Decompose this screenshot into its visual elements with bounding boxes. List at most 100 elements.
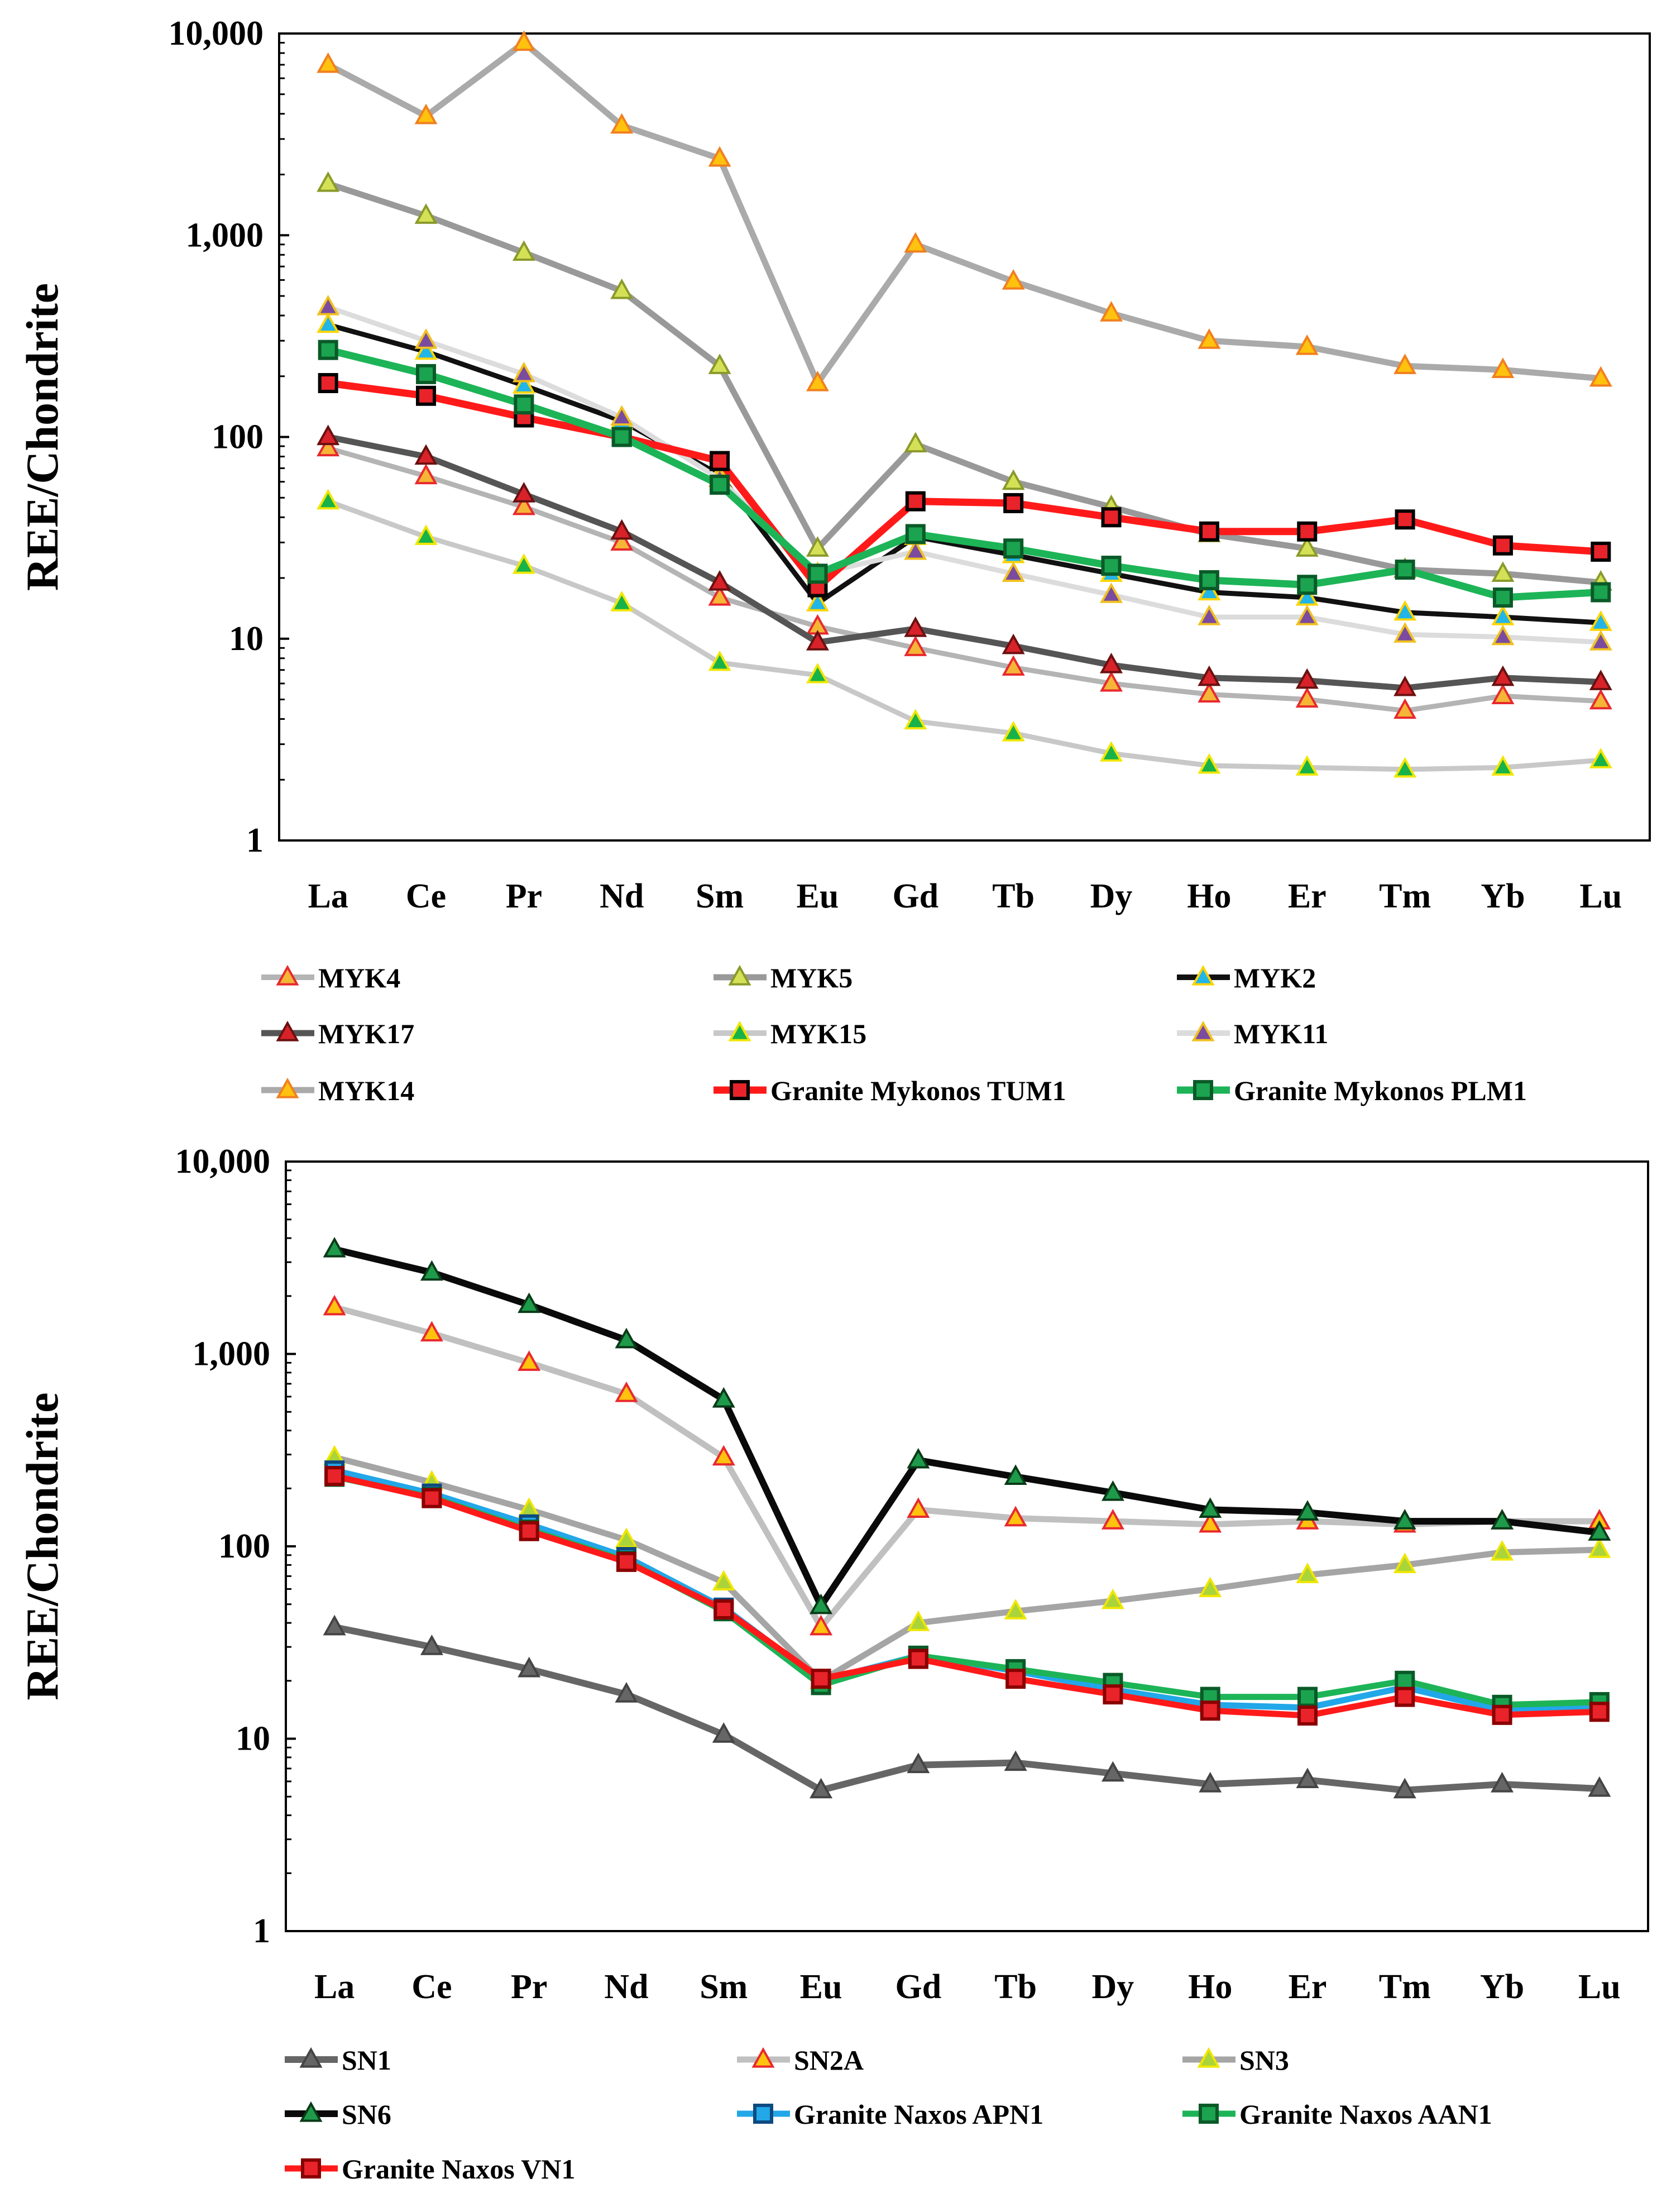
mykonos-point-myk17-gd	[904, 616, 927, 637]
mykonos-series-myk17	[317, 424, 1612, 696]
mykonos-plot-area	[278, 32, 1651, 842]
mykonos-point-myk5-nd	[610, 278, 634, 299]
mykonos-point-myk4-nd	[610, 530, 634, 551]
mykonos-legend-label: MYK17	[318, 1018, 414, 1049]
mykonos-point-myk2-pr	[512, 373, 535, 394]
mykonos-point-myk2-lu	[1589, 610, 1612, 631]
mykonos-point-myk5-la	[317, 171, 340, 192]
naxos-point-granite-naxos-aan1-tm	[1395, 1670, 1415, 1691]
mykonos-legend-label: MYK2	[1234, 962, 1316, 993]
mykonos-y-tick-label: 1,000	[186, 216, 264, 254]
mykonos-point-myk14-gd	[904, 232, 927, 253]
mykonos-legend-entry-myk17: MYK17	[261, 1018, 414, 1049]
mykonos-point-granite-mykonos-plm1-lu	[1591, 582, 1611, 603]
mykonos-x-tick-label-er: Er	[1288, 877, 1326, 915]
naxos-point-sn3-tb	[1004, 1599, 1027, 1619]
mykonos-legend-entry-myk11: MYK11	[1177, 1018, 1328, 1049]
naxos-point-sn1-eu	[810, 1778, 833, 1799]
naxos-legend-swatch-marker	[299, 2101, 323, 2122]
naxos-chart-panel: 10,000 1,000 100 10 1 REE/Chondrite La Ce Pr Nd Sm…	[17, 1143, 1649, 2185]
naxos-point-sn3-yb	[1491, 1540, 1514, 1561]
mykonos-y-axis-title: REE/Chondrite	[17, 283, 68, 591]
naxos-y-tick-label: 1,000	[193, 1335, 271, 1373]
naxos-series-sn3	[323, 1445, 1611, 1689]
mykonos-point-granite-mykonos-plm1-gd	[905, 524, 926, 544]
mykonos-point-myk2-eu	[806, 591, 829, 611]
mykonos-legend-swatch-marker	[276, 964, 299, 986]
mykonos-point-myk14-ce	[414, 103, 438, 125]
mykonos-point-myk15-ce	[414, 524, 438, 545]
naxos-point-sn6-dy	[1101, 1480, 1124, 1501]
naxos-legend-label: Granite Naxos APN1	[794, 2099, 1043, 2130]
mykonos-point-myk5-ce	[414, 203, 438, 224]
naxos-point-granite-naxos-vn1-tm	[1395, 1687, 1415, 1707]
mykonos-point-myk14-pr	[512, 30, 535, 51]
mykonos-point-myk11-tb	[1002, 561, 1025, 582]
mykonos-x-tick-label-eu: Eu	[797, 877, 839, 915]
mykonos-point-myk15-tb	[1002, 720, 1025, 742]
naxos-point-sn2a-ho	[1199, 1512, 1222, 1533]
mykonos-point-myk14-nd	[610, 113, 634, 134]
naxos-legend-entry-sn2a: SN2A	[737, 2044, 864, 2076]
mykonos-point-myk11-gd	[904, 539, 927, 560]
naxos-point-sn3-gd	[907, 1610, 930, 1631]
mykonos-point-granite-mykonos-plm1-tb	[1003, 538, 1024, 559]
naxos-point-sn2a-dy	[1101, 1509, 1124, 1530]
mykonos-x-tick-label-ho: Ho	[1187, 877, 1231, 915]
naxos-point-sn3-er	[1296, 1563, 1319, 1583]
mykonos-point-myk4-tb	[1002, 655, 1025, 676]
mykonos-legend-label: MYK5	[770, 962, 853, 993]
naxos-point-sn2a-gd	[907, 1497, 930, 1518]
naxos-point-sn2a-la	[323, 1294, 346, 1316]
naxos-x-tick-label-ce: Ce	[411, 1968, 452, 2006]
mykonos-point-myk17-tb	[1002, 633, 1025, 654]
naxos-point-sn2a-sm	[712, 1445, 735, 1466]
mykonos-point-myk5-yb	[1491, 561, 1515, 582]
mykonos-point-granite-mykonos-tum1-er	[1297, 521, 1318, 542]
naxos-point-sn6-tb	[1004, 1464, 1027, 1485]
naxos-point-granite-naxos-vn1-dy	[1103, 1684, 1123, 1705]
naxos-point-sn6-ce	[420, 1260, 443, 1281]
mykonos-point-myk11-la	[317, 294, 340, 316]
mykonos-series-granite-mykonos-plm1	[318, 340, 1611, 608]
mykonos-point-myk4-tm	[1393, 698, 1417, 719]
mykonos-legend-entry-myk5: MYK5	[713, 962, 853, 993]
mykonos-x-tick-label-yb: Yb	[1481, 877, 1525, 915]
naxos-legend-entry-sn1: SN1	[285, 2044, 391, 2076]
mykonos-x-tick-label-tb: Tb	[992, 877, 1035, 915]
mykonos-point-granite-mykonos-tum1-la	[318, 372, 338, 393]
mykonos-series-myk15	[317, 489, 1612, 778]
mykonos-point-myk2-ce	[414, 339, 438, 360]
naxos-point-sn3-ho	[1199, 1576, 1222, 1598]
naxos-x-tick-label-yb: Yb	[1480, 1968, 1524, 2006]
mykonos-point-myk14-lu	[1589, 366, 1612, 387]
naxos-point-granite-naxos-vn1-ho	[1200, 1700, 1220, 1721]
mykonos-point-granite-mykonos-plm1-pr	[514, 394, 534, 415]
naxos-point-granite-naxos-aan1-er	[1297, 1687, 1318, 1707]
mykonos-x-tick-label-nd: Nd	[600, 877, 644, 915]
mykonos-point-myk11-er	[1295, 604, 1319, 625]
mykonos-legend-swatch-marker	[730, 1080, 750, 1100]
mykonos-point-myk14-er	[1295, 334, 1319, 355]
naxos-point-granite-naxos-vn1-gd	[908, 1649, 928, 1669]
naxos-point-granite-naxos-vn1-er	[1297, 1705, 1318, 1726]
naxos-point-sn6-la	[323, 1236, 346, 1258]
mykonos-point-myk11-lu	[1589, 630, 1612, 651]
naxos-point-sn2a-eu	[810, 1614, 833, 1636]
naxos-y-tick-label: 1	[253, 1912, 270, 1950]
mykonos-point-myk11-nd	[610, 405, 634, 426]
mykonos-point-myk15-lu	[1589, 748, 1612, 768]
naxos-point-sn3-sm	[712, 1570, 735, 1591]
mykonos-point-myk14-eu	[806, 370, 829, 391]
mykonos-legend-swatch-marker	[1191, 1020, 1215, 1041]
naxos-legend-label: Granite Naxos AAN1	[1239, 2099, 1492, 2130]
mykonos-line-myk17	[325, 434, 1604, 691]
mykonos-line-myk4	[325, 446, 1603, 714]
mykonos-point-myk4-ce	[414, 464, 438, 485]
mykonos-x-tick-label-pr: Pr	[506, 877, 542, 915]
naxos-series-granite-naxos-vn1	[324, 1466, 1610, 1726]
mykonos-point-granite-mykonos-tum1-tb	[1003, 493, 1024, 513]
naxos-point-sn6-tm	[1393, 1509, 1416, 1530]
naxos-point-sn1-gd	[907, 1752, 930, 1774]
